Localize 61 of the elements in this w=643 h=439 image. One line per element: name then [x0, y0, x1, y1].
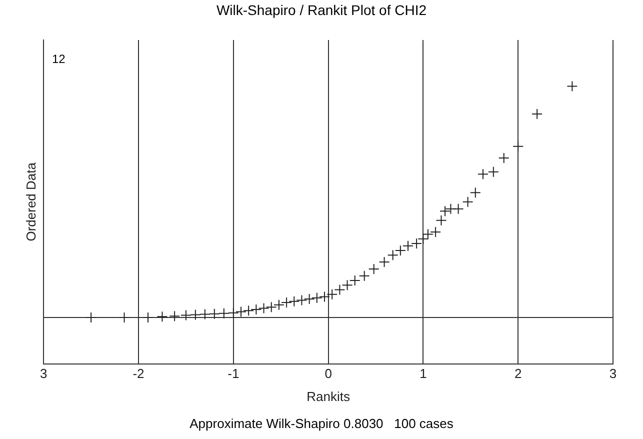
point: [228, 307, 239, 318]
point: [243, 305, 254, 316]
point: [334, 284, 346, 296]
point: [445, 203, 456, 214]
point: [470, 187, 481, 198]
point: [311, 292, 322, 304]
point: [180, 310, 192, 321]
point: [512, 140, 524, 152]
point: [532, 108, 543, 120]
point: [440, 206, 451, 217]
point: [326, 288, 338, 300]
point: [208, 308, 220, 320]
point: [235, 306, 246, 318]
point: [394, 244, 406, 256]
point: [566, 80, 578, 92]
point: [218, 308, 230, 319]
point: [358, 270, 370, 282]
point: [319, 291, 330, 302]
point: [304, 294, 315, 305]
text: 12: [52, 52, 66, 66]
point: [498, 152, 510, 164]
point: [488, 166, 499, 178]
point: [273, 299, 284, 310]
point: [169, 310, 180, 322]
point: [477, 168, 488, 180]
point: [281, 297, 292, 308]
point: [387, 250, 398, 261]
point: [418, 233, 429, 244]
point: [142, 312, 154, 324]
text: Approximate Wilk-Shapiro 0.8030 100 cases: [188, 416, 454, 431]
x-tick-label: 3: [40, 366, 48, 382]
point: [430, 226, 442, 238]
point: [422, 228, 434, 240]
point: [156, 311, 168, 322]
x-tick-label: 3: [609, 366, 617, 382]
point: [342, 280, 353, 291]
point: [199, 308, 210, 320]
point: [266, 302, 277, 313]
point: [411, 238, 422, 250]
y-axis-title: Ordered Data: [23, 162, 38, 242]
point: [378, 256, 390, 268]
point: [462, 196, 474, 208]
point: [250, 304, 262, 315]
point: [118, 312, 130, 324]
point: [452, 203, 464, 214]
point: [368, 263, 380, 274]
x-tick-label: 1: [420, 366, 427, 382]
point: [402, 240, 414, 252]
point: [349, 275, 360, 286]
chart-title: Wilk-Shapiro / Rankit Plot of CHI2: [215, 2, 428, 18]
point: [288, 296, 300, 307]
point: [258, 302, 270, 314]
point: [190, 309, 201, 320]
point: [86, 312, 97, 324]
x-tick-label: 0: [324, 366, 332, 382]
x-axis-title: Rankits: [306, 388, 350, 404]
point: [436, 214, 447, 226]
x-tick-label: -2: [132, 366, 144, 382]
point: [296, 294, 308, 306]
x-tick-label: -1: [228, 366, 240, 382]
x-tick-label: 2: [514, 366, 522, 382]
